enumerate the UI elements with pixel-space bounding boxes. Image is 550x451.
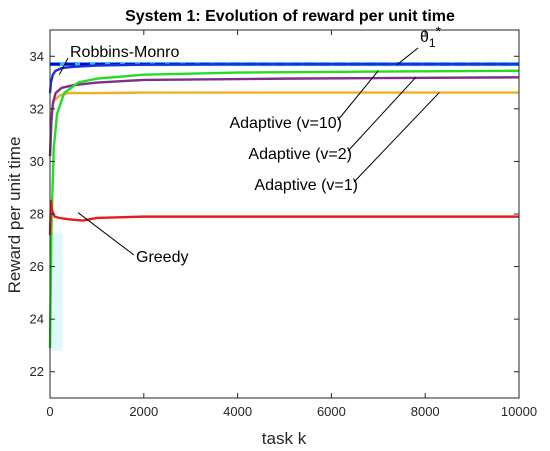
axes-layer: 0 2000 4000 6000 8000 10000 22 24 26 28 30 32 34: [30, 29, 537, 419]
annotation-leader-robbins-monro: [58, 57, 69, 75]
x-tick-label: 2000: [129, 404, 158, 419]
annotation-greedy: Greedy: [136, 249, 188, 266]
annotations-layer: Robbins-Monro θ1* Adaptive (v=10) Adaptive …: [58, 23, 442, 266]
annotation-leader-adaptive-v-2: [347, 76, 417, 152]
y-tick-label: 26: [30, 259, 44, 274]
y-tick-label: 30: [30, 154, 44, 169]
x-tick-label: 8000: [411, 404, 440, 419]
annotation-adaptive-v-2: Adaptive (v=2): [248, 146, 352, 163]
x-tick-label: 6000: [317, 404, 346, 419]
chart-title: System 1: Evolution of reward per unit t…: [125, 8, 455, 25]
series-line-greedy: [48, 199, 519, 236]
x-tick-label: 10000: [501, 404, 537, 419]
y-tick-label: 22: [30, 364, 44, 379]
plot-background: [50, 30, 519, 398]
plot-area: [50, 30, 519, 398]
annotation-leader-1: [396, 47, 419, 66]
y-tick-label: 34: [30, 49, 44, 64]
series-line-adaptive-v-2: [48, 69, 520, 349]
series-line-adaptive-v-1: [48, 76, 520, 157]
annotation-leader-adaptive-v-1: [353, 92, 440, 183]
x-tick-label: 4000: [223, 404, 252, 419]
annotation-adaptive-v-10: Adaptive (v=10): [229, 115, 342, 132]
annotation-leader-greedy: [77, 212, 135, 256]
series-layer: [48, 62, 520, 349]
x-axis-label: task k: [262, 429, 307, 448]
y-tick-label: 32: [30, 101, 44, 116]
x-tick-label: 0: [46, 404, 53, 419]
annotation-1: θ1*: [420, 23, 442, 50]
y-tick-label: 24: [30, 312, 44, 327]
y-axis-label: Reward per unit time: [5, 137, 24, 294]
annotation-adaptive-v-1: Adaptive (v=1): [254, 177, 358, 194]
annotation-robbins-monro: Robbins-Monro: [70, 44, 179, 61]
y-tick-label: 28: [30, 207, 44, 222]
annotation-leader-adaptive-v-10: [337, 70, 379, 121]
series-line-adaptive-v-10: [48, 62, 519, 94]
early-region-band: [51, 232, 63, 351]
